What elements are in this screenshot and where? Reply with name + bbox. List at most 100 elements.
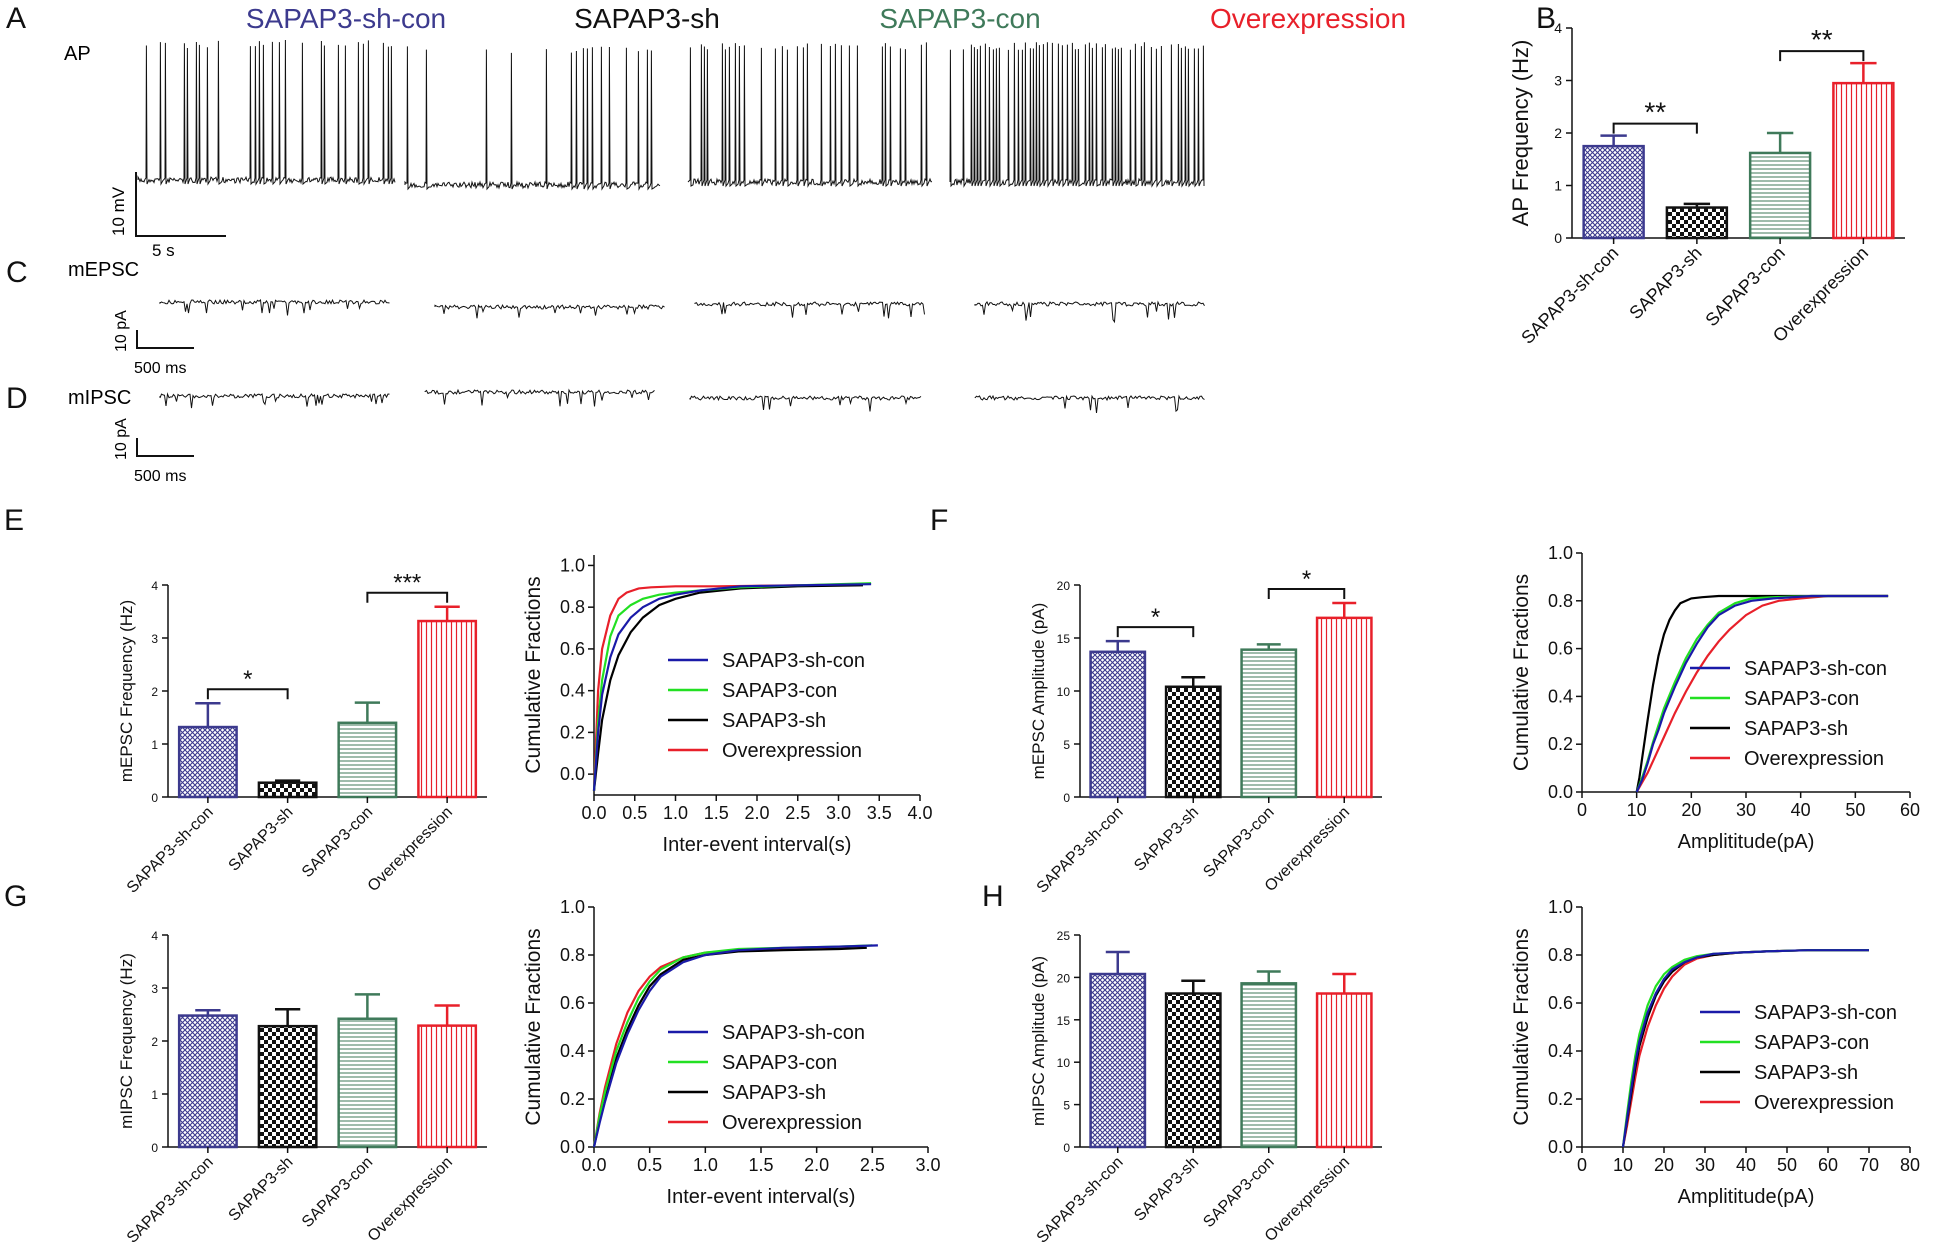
- significance-label: *: [243, 666, 252, 693]
- y-tick-label: 0.2: [560, 1089, 585, 1109]
- y-tick-label: 0.4: [1548, 1041, 1573, 1061]
- bar-sapap3-con: [337, 1017, 398, 1149]
- x-tick-label: 20: [1654, 1155, 1674, 1175]
- x-tick-label: 40: [1736, 1155, 1756, 1175]
- mepsc-scale-v-label: 10 pA: [113, 310, 130, 352]
- group-title-sh: SAPAP3-sh: [574, 3, 720, 34]
- mipsc-scale-v-label: 10 pA: [113, 418, 130, 460]
- x-tick-label: 1.0: [663, 803, 688, 823]
- y-tick-label: 2: [1554, 125, 1562, 141]
- x-tick-label: SAPAP3-con: [1200, 804, 1277, 881]
- mepsc-scale-t-label: 500 ms: [134, 360, 186, 377]
- trace-panels: SAPAP3-sh-con SAPAP3-sh SAPAP3-con Overe…: [64, 3, 1406, 485]
- y-tick-label: 0: [1063, 791, 1070, 805]
- ap-scale-v-label: 10 mV: [109, 186, 128, 236]
- y-tick-label: 5: [1063, 1099, 1070, 1113]
- y-tick-label: 0: [151, 791, 158, 805]
- mepsc-scale-bar: [136, 330, 194, 349]
- panel-letter-a: A: [6, 2, 26, 35]
- ap-trace: [687, 42, 933, 188]
- x-axis-label: Inter-event interval(s): [663, 834, 852, 856]
- bar-overexpression: [417, 1024, 478, 1149]
- y-tick-label: 4: [151, 929, 158, 943]
- significance-label: *: [1151, 604, 1160, 631]
- legend-label: SAPAP3-sh-con: [1754, 1002, 1897, 1024]
- y-tick-label: 5: [1063, 738, 1070, 752]
- legend-label: SAPAP3-con: [1754, 1032, 1869, 1054]
- significance-bracket: [1612, 122, 1698, 134]
- y-tick-label: 0.8: [560, 597, 585, 617]
- y-tick-label: 3: [151, 982, 158, 996]
- mepsc-trace: [974, 300, 1205, 324]
- cdf-chart-f2: 0 10 20 30 40 50 60 0.0 0.2 0.4 0.6 0.8 1.0 Amplititu…: [1510, 543, 1920, 853]
- x-tick-label: 0.0: [581, 1155, 606, 1175]
- group-title-con: SAPAP3-con: [879, 3, 1040, 34]
- mipsc-trace: [424, 388, 655, 407]
- x-tick-label: 1.0: [693, 1155, 718, 1175]
- x-tick-label: SAPAP3-sh: [226, 804, 297, 875]
- mepsc-row-label: mEPSC: [68, 259, 139, 281]
- y-tick-label: 0.6: [560, 993, 585, 1013]
- bar-sapap3-con: [1748, 151, 1812, 240]
- bar-sapap3-sh-con: [1582, 144, 1645, 240]
- legend-label: Overexpression: [1754, 1092, 1894, 1114]
- series-line-overexpression: [1635, 594, 1889, 793]
- y-tick-label: 15: [1057, 632, 1071, 646]
- y-tick-label: 4: [151, 579, 158, 593]
- x-tick-label: SAPAP3-sh-con: [124, 804, 217, 897]
- ap-scale-t-label: 5 s: [152, 241, 175, 260]
- x-tick-label: 3.5: [867, 803, 892, 823]
- mepsc-trace: [159, 298, 390, 316]
- x-tick-label: 3.0: [915, 1155, 940, 1175]
- x-tick-label: 60: [1900, 800, 1920, 820]
- x-tick-label: 30: [1736, 800, 1756, 820]
- bar-sapap3-con: [1240, 982, 1298, 1149]
- y-tick-label: 0.8: [560, 945, 585, 965]
- y-axis-label: Cumulative Fractions: [522, 576, 545, 773]
- panel-letter-e: E: [4, 504, 24, 537]
- x-tick-label: Overexpression: [365, 804, 456, 895]
- bar-sapap3-sh-con: [1089, 972, 1147, 1149]
- significance-bracket: [1779, 50, 1865, 62]
- x-tick-label: 70: [1859, 1155, 1879, 1175]
- mipsc-scale-t-label: 500 ms: [134, 468, 186, 485]
- series-line-overexpression: [592, 583, 864, 791]
- x-tick-label: SAPAP3-con: [1200, 1154, 1277, 1231]
- bar-sapap3-sh: [1164, 992, 1222, 1149]
- y-tick-label: 20: [1057, 579, 1071, 593]
- legend-label: Overexpression: [1744, 748, 1884, 770]
- significance-label: ***: [393, 570, 421, 597]
- x-tick-label: 0: [1577, 1155, 1587, 1175]
- x-tick-label: 4.0: [907, 803, 932, 823]
- y-tick-label: 2: [151, 685, 158, 699]
- bar-overexpression: [1315, 616, 1373, 799]
- bar-sapap3-sh-con: [1089, 650, 1147, 799]
- y-tick-label: 2: [151, 1035, 158, 1049]
- cdf-chart-h2: 0 10 20 30 40 50 60 70 80 0.0 0.2 0.4 0.6 0.8 1.0 Ampli…: [1510, 897, 1920, 1208]
- y-axis-label: Cumulative Fractions: [1510, 574, 1533, 771]
- x-tick-label: 30: [1695, 1155, 1715, 1175]
- legend-label: SAPAP3-sh: [722, 710, 826, 732]
- y-tick-label: 1.0: [560, 897, 585, 917]
- series-line-sapap3-sh-con: [592, 944, 878, 1148]
- legend-label: SAPAP3-sh-con: [1744, 658, 1887, 680]
- legend-label: SAPAP3-sh: [1754, 1062, 1858, 1084]
- mipsc-trace: [159, 392, 390, 409]
- y-tick-label: 1: [151, 738, 158, 752]
- x-tick-label: SAPAP3-con: [299, 804, 376, 881]
- significance-bracket: [206, 688, 289, 700]
- y-tick-label: 0: [1554, 230, 1562, 246]
- bar-sapap3-sh-con: [177, 1014, 238, 1149]
- bar-overexpression: [1832, 81, 1895, 240]
- y-tick-label: 1: [1554, 178, 1562, 194]
- x-tick-label: SAPAP3-sh: [1131, 804, 1202, 875]
- bar-sapap3-sh: [257, 1024, 318, 1149]
- y-axis-label: AP Frequency (Hz): [1508, 40, 1533, 227]
- legend-label: SAPAP3-sh: [722, 1082, 826, 1104]
- legend-label: Overexpression: [722, 740, 862, 762]
- x-tick-label: SAPAP3-sh-con: [124, 1154, 217, 1247]
- y-tick-label: 0.4: [560, 1041, 585, 1061]
- group-title-overexpression: Overexpression: [1210, 3, 1406, 34]
- y-tick-label: 1.0: [1548, 897, 1573, 917]
